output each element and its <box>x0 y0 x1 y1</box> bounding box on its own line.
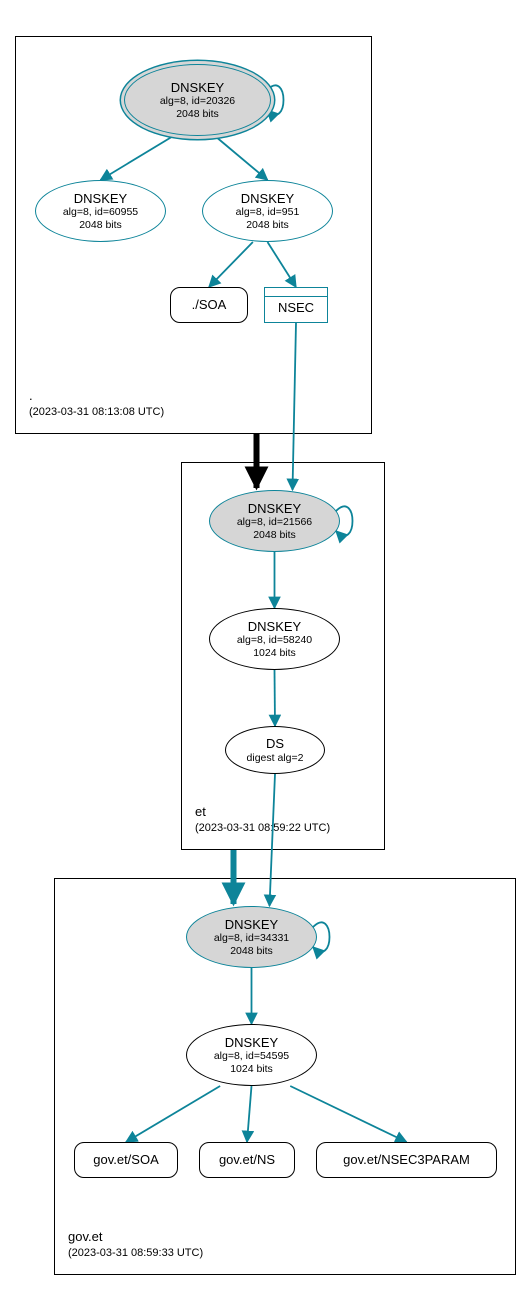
node-title: DNSKEY <box>248 619 301 635</box>
zone-root-label: . <box>29 388 33 403</box>
node-govet_ksk: DNSKEYalg=8, id=343312048 bits <box>186 906 317 968</box>
node-sub: alg=8, id=34331 <box>214 932 289 945</box>
node-title: DNSKEY <box>74 191 127 207</box>
node-title: NSEC <box>278 300 314 316</box>
node-title: DNSKEY <box>248 501 301 517</box>
node-sub: digest alg=2 <box>247 752 304 765</box>
node-sub: alg=8, id=54595 <box>214 1050 289 1063</box>
node-sub: 1024 bits <box>253 647 296 660</box>
zone-govet-timestamp: (2023-03-31 08:59:33 UTC) <box>68 1247 203 1259</box>
node-root_nsec: NSEC <box>264 287 328 323</box>
node-sub: 2048 bits <box>230 945 273 958</box>
node-title: DNSKEY <box>225 1035 278 1051</box>
node-govet_soa: gov.et/SOA <box>74 1142 178 1178</box>
node-sub: 2048 bits <box>79 219 122 232</box>
node-title: DNSKEY <box>241 191 294 207</box>
node-title: ./SOA <box>192 297 227 313</box>
node-sub: 1024 bits <box>230 1063 273 1076</box>
node-root_soa: ./SOA <box>170 287 248 323</box>
node-root_ksk: DNSKEYalg=8, id=203262048 bits <box>124 64 271 136</box>
node-root_zsk1: DNSKEYalg=8, id=609552048 bits <box>35 180 166 242</box>
node-title: gov.et/NS <box>219 1152 275 1168</box>
node-sub: alg=8, id=58240 <box>237 634 312 647</box>
zone-et-timestamp: (2023-03-31 08:59:22 UTC) <box>195 822 330 834</box>
zone-et-label: et <box>195 804 206 819</box>
node-sub: alg=8, id=951 <box>236 206 300 219</box>
node-root_zsk2: DNSKEYalg=8, id=9512048 bits <box>202 180 333 242</box>
node-sub: 2048 bits <box>253 529 296 542</box>
node-sub: alg=8, id=21566 <box>237 516 312 529</box>
node-title: DNSKEY <box>171 80 224 96</box>
zone-root-timestamp: (2023-03-31 08:13:08 UTC) <box>29 406 164 418</box>
node-sub: 2048 bits <box>176 108 219 121</box>
node-et_ksk: DNSKEYalg=8, id=215662048 bits <box>209 490 340 552</box>
node-title: gov.et/NSEC3PARAM <box>343 1152 470 1168</box>
node-et_ds: DSdigest alg=2 <box>225 726 325 774</box>
node-title: DS <box>266 736 284 752</box>
node-sub: alg=8, id=20326 <box>160 95 235 108</box>
node-govet_ns: gov.et/NS <box>199 1142 295 1178</box>
node-sub: 2048 bits <box>246 219 289 232</box>
node-title: gov.et/SOA <box>93 1152 159 1168</box>
zone-govet-label: gov.et <box>68 1229 102 1244</box>
node-sub: alg=8, id=60955 <box>63 206 138 219</box>
node-et_zsk: DNSKEYalg=8, id=582401024 bits <box>209 608 340 670</box>
node-govet_nsec3: gov.et/NSEC3PARAM <box>316 1142 497 1178</box>
node-govet_zsk: DNSKEYalg=8, id=545951024 bits <box>186 1024 317 1086</box>
node-title: DNSKEY <box>225 917 278 933</box>
